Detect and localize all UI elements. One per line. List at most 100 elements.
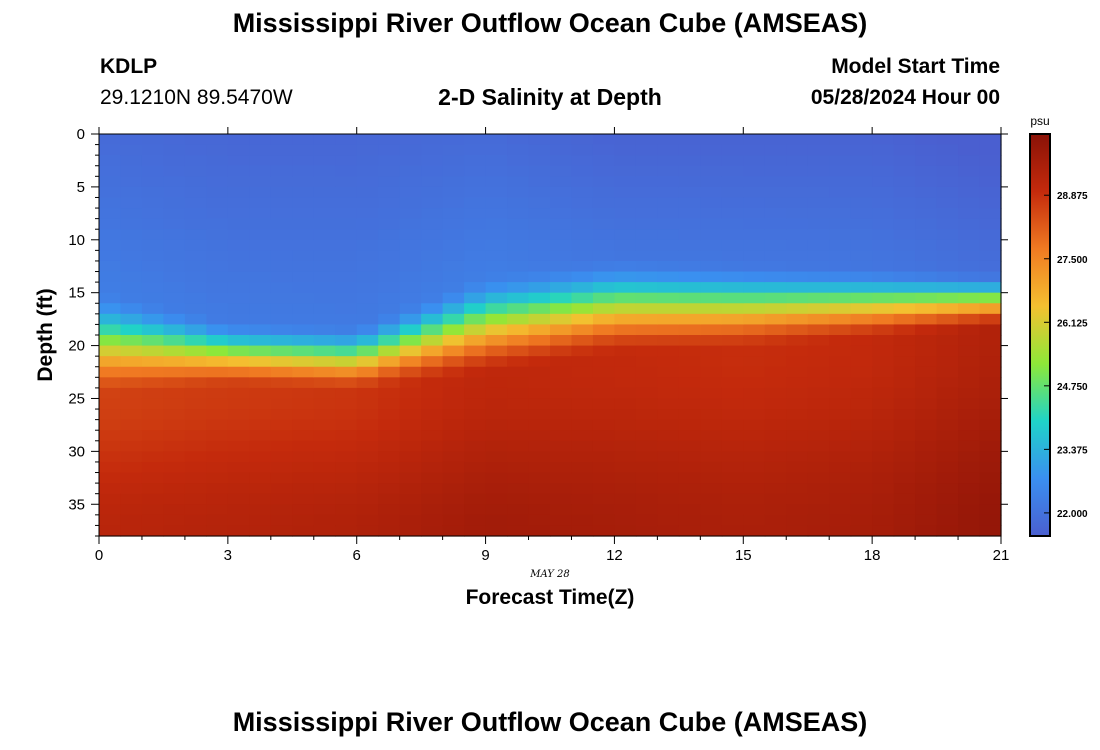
heatmap-cell (421, 440, 444, 452)
heatmap-cell (550, 250, 573, 262)
heatmap-cell (678, 271, 701, 283)
heatmap-cell (614, 483, 637, 495)
heatmap-cell (378, 229, 401, 241)
heatmap-cell (592, 345, 616, 357)
heatmap-cell (442, 197, 465, 209)
heatmap-cell (678, 430, 701, 442)
heatmap-cell (678, 419, 701, 431)
heatmap-cell (979, 504, 1002, 516)
heatmap-cell (227, 303, 250, 315)
heatmap-cell (335, 197, 358, 209)
heatmap-cell (335, 451, 358, 463)
heatmap-cell (786, 303, 809, 315)
heatmap-cell (378, 218, 401, 230)
heatmap-cell (292, 377, 315, 389)
heatmap-cell (571, 409, 594, 421)
heatmap-cell (464, 324, 487, 336)
heatmap-cell (442, 419, 465, 431)
heatmap-cell (141, 483, 165, 495)
heatmap-cell (528, 461, 551, 474)
heatmap-cell (292, 335, 315, 347)
heatmap-cell (141, 134, 165, 146)
heatmap-cell (872, 387, 895, 400)
heatmap-cell (614, 419, 637, 431)
heatmap-cell (571, 514, 594, 527)
heatmap-cell (442, 208, 465, 220)
heatmap-cell (163, 176, 186, 188)
heatmap-cell (850, 504, 873, 516)
heatmap-cell (227, 387, 250, 400)
heatmap-cell (464, 366, 487, 378)
heatmap-cell (292, 409, 315, 421)
heatmap-cell (936, 504, 959, 516)
heatmap-cell (915, 250, 938, 262)
heatmap-cell (270, 366, 293, 378)
heatmap-cell (936, 271, 959, 283)
heatmap-cell (206, 451, 229, 463)
heatmap-cell (893, 472, 916, 484)
heatmap-cell (206, 493, 229, 505)
heatmap-cell (120, 271, 143, 283)
heatmap-cell (313, 398, 336, 410)
heatmap-cell (592, 451, 616, 463)
heatmap-cell (678, 525, 701, 537)
heatmap-cell (936, 324, 959, 336)
heatmap-cell (571, 239, 594, 251)
heatmap-cell (335, 282, 358, 294)
heatmap-cell (700, 197, 723, 209)
heatmap-cell (807, 313, 830, 326)
heatmap-cell (120, 366, 143, 378)
heatmap-cell (550, 366, 573, 378)
heatmap-cell (485, 197, 508, 209)
heatmap-cell (507, 165, 530, 177)
x-tick-label: 3 (224, 547, 232, 564)
heatmap-cell (163, 483, 186, 495)
heatmap-cell (829, 377, 852, 389)
heatmap-cell (528, 398, 551, 410)
heatmap-cell (678, 176, 701, 188)
heatmap-cell (335, 366, 358, 378)
heatmap-cell (356, 197, 379, 209)
heatmap-cell (313, 313, 336, 326)
heatmap-cell (550, 324, 573, 336)
heatmap-cell (442, 186, 465, 199)
heatmap-cell (614, 229, 637, 241)
heatmap-cell (850, 398, 873, 410)
heatmap-cell (270, 208, 293, 220)
heatmap-cell (270, 514, 293, 527)
heatmap-cell (829, 461, 852, 474)
heatmap-cell (464, 176, 487, 188)
heatmap-cell (163, 208, 186, 220)
heatmap-cell (657, 514, 680, 527)
heatmap-cell (786, 461, 809, 474)
heatmap-cell (958, 451, 981, 463)
heatmap-cell (206, 514, 229, 527)
heatmap-cell (249, 208, 272, 220)
heatmap-cell (786, 366, 809, 378)
heatmap-cell (700, 398, 723, 410)
heatmap-cell (206, 155, 229, 167)
heatmap-cell (442, 144, 465, 156)
heatmap-cell (399, 366, 422, 378)
heatmap-cell (442, 493, 465, 505)
heatmap-cell (421, 208, 444, 220)
heatmap-cell (764, 483, 787, 495)
heatmap-cell (893, 324, 916, 336)
heatmap-cell (141, 451, 165, 463)
heatmap-cell (979, 208, 1002, 220)
heatmap-cell (528, 335, 551, 347)
heatmap-cell (743, 239, 766, 251)
heatmap-cell (442, 250, 465, 262)
heatmap-cell (528, 229, 551, 241)
heatmap-cell (979, 483, 1002, 495)
heatmap-cell (227, 197, 250, 209)
heatmap-cell (163, 514, 186, 527)
heatmap-cell (399, 451, 422, 463)
heatmap-cell (421, 144, 444, 156)
heatmap-cell (786, 514, 809, 527)
heatmap-cell (421, 271, 444, 283)
heatmap-cell (163, 313, 186, 326)
heatmap-cell (163, 451, 186, 463)
heatmap-cell (893, 504, 916, 516)
heatmap-cell (700, 239, 723, 251)
